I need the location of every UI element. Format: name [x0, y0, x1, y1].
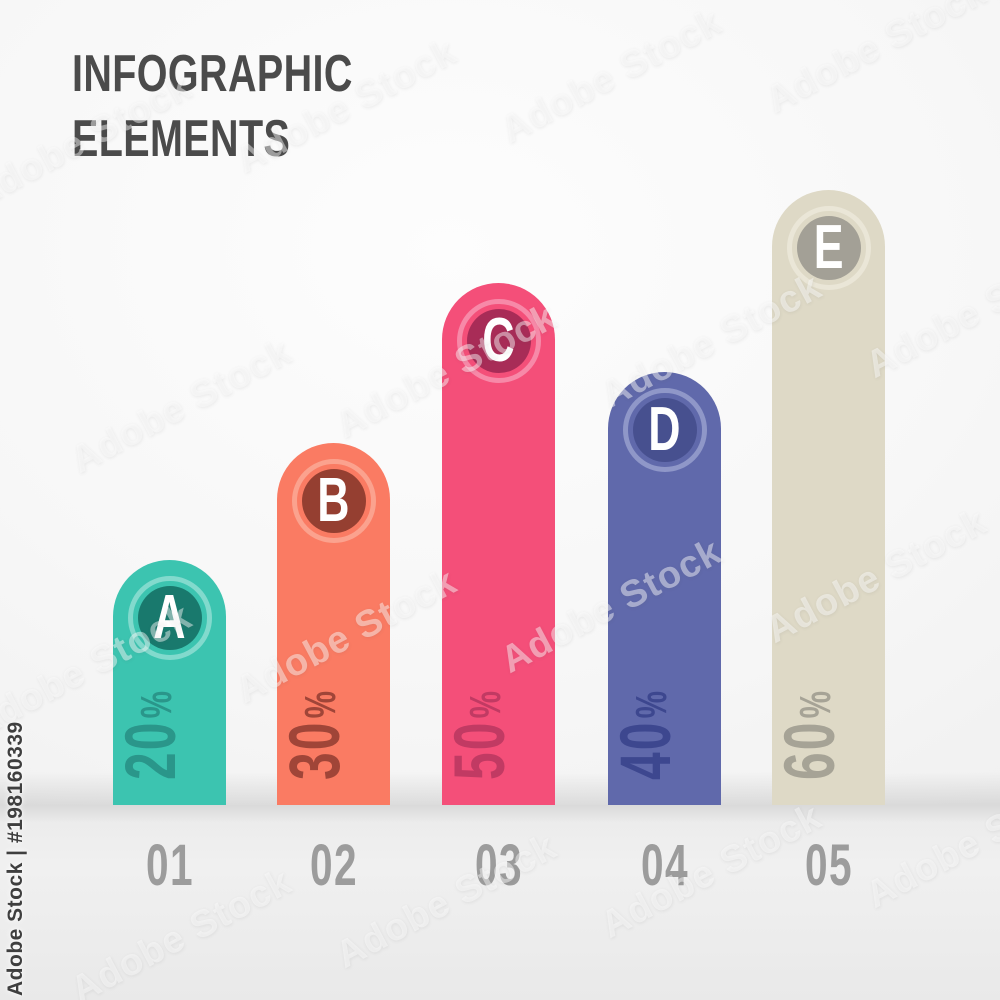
- percent-sign: %: [131, 688, 181, 719]
- bar-letter: E: [813, 213, 844, 282]
- category-label-04: 04: [641, 833, 689, 898]
- percent-sign: %: [295, 688, 345, 719]
- category-label-01: 01: [146, 833, 194, 898]
- value-number: 50: [440, 720, 520, 780]
- bar-letter: A: [153, 583, 186, 652]
- letter-badge-ring: C: [456, 299, 541, 383]
- value-number: 60: [770, 720, 850, 780]
- adobe-stock-watermark: Adobe Stock: [759, 0, 994, 122]
- letter-badge: D: [632, 395, 697, 464]
- percent-sign: %: [790, 688, 840, 719]
- bar-b: B 30%: [276, 443, 390, 805]
- value-label: 60%: [771, 688, 865, 780]
- value-label: 40%: [607, 688, 701, 780]
- title-line-2: ELEMENTS: [72, 110, 291, 168]
- title-line-1: INFOGRAPHIC: [72, 45, 353, 103]
- letter-badge: C: [466, 306, 531, 375]
- bar-c: C 50%: [441, 283, 555, 805]
- stock-id-watermark: Adobe Stock | #198160339: [4, 721, 27, 996]
- percent-sign: %: [460, 688, 510, 719]
- bar-letter: B: [317, 466, 350, 535]
- category-label-03: 03: [475, 833, 523, 898]
- bar-letter: D: [648, 395, 681, 464]
- adobe-stock-watermark: Adobe Stock: [64, 330, 299, 482]
- bar-e: E 60%: [771, 190, 885, 805]
- adobe-stock-watermark: Adobe Stock: [494, 0, 729, 152]
- bar-letter: C: [482, 306, 515, 375]
- letter-badge-ring: D: [622, 388, 707, 472]
- bar-a: A 20%: [112, 560, 226, 805]
- bar-d: D 40%: [607, 372, 721, 805]
- letter-badge: A: [137, 583, 202, 652]
- page-title: INFOGRAPHIC ELEMENTS: [72, 42, 353, 172]
- percent-sign: %: [626, 688, 676, 719]
- value-label: 50%: [441, 688, 535, 780]
- category-label-02: 02: [310, 833, 358, 898]
- letter-badge-ring: A: [127, 576, 212, 660]
- category-label-05: 05: [805, 833, 853, 898]
- floor: [0, 805, 1000, 1000]
- letter-badge-ring: B: [291, 459, 376, 543]
- letter-badge: E: [796, 213, 861, 282]
- value-number: 40: [606, 720, 686, 780]
- letter-badge: B: [301, 466, 366, 535]
- value-label: 20%: [112, 688, 206, 780]
- value-number: 30: [275, 720, 355, 780]
- value-number: 20: [111, 720, 191, 780]
- letter-badge-ring: E: [786, 206, 871, 290]
- value-label: 30%: [276, 688, 370, 780]
